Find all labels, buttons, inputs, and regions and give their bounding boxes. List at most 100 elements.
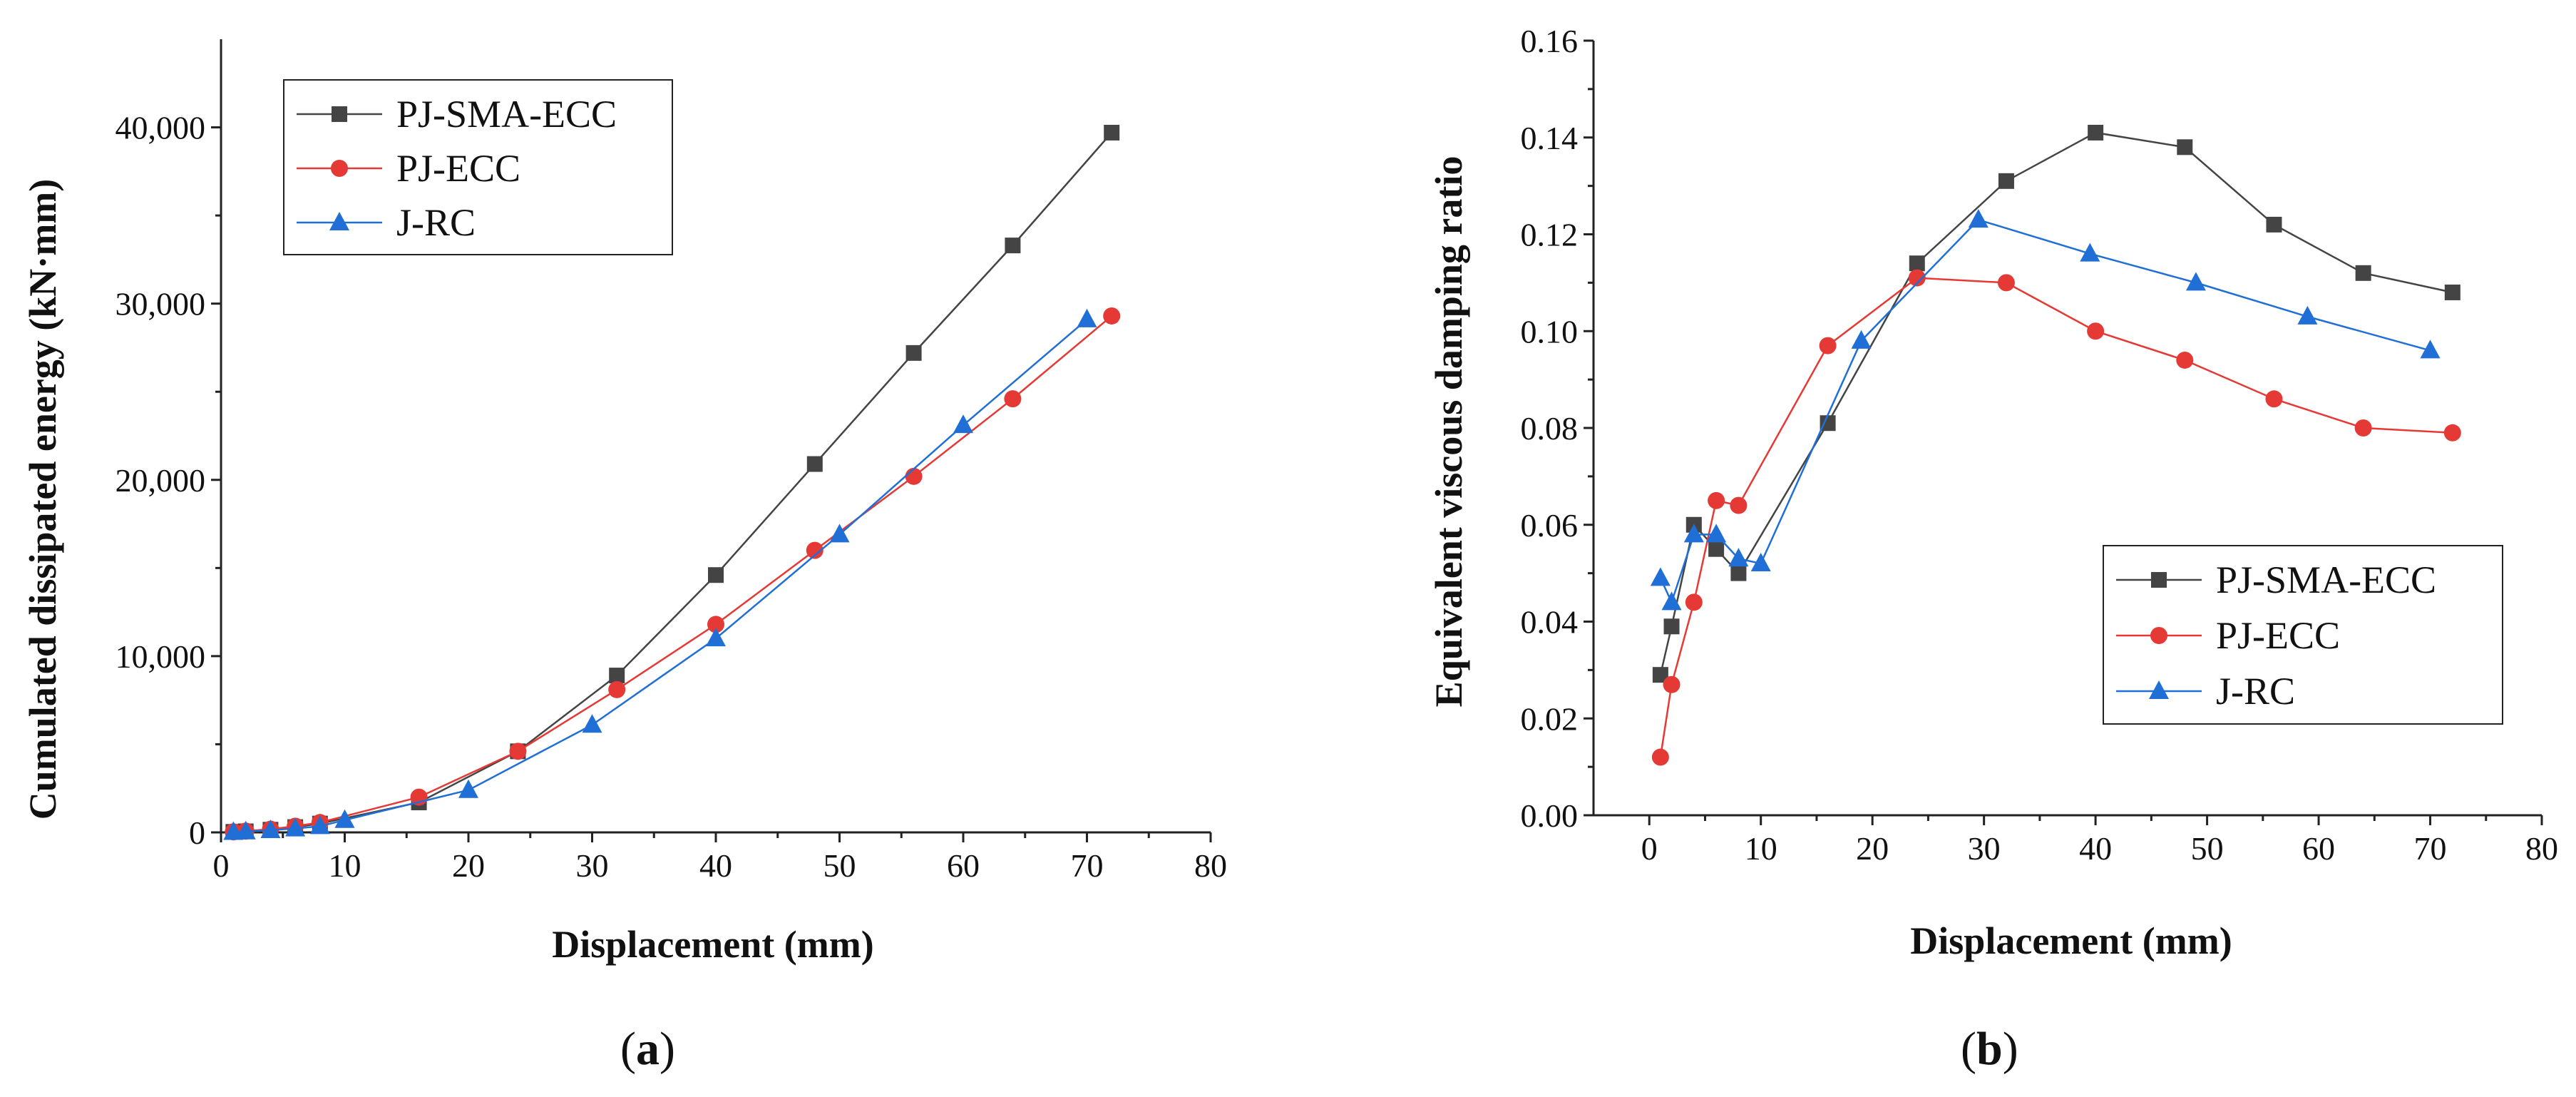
y-tick-label: 0.00 [1521, 797, 1579, 834]
data-point-pj-sma-ecc [1820, 415, 1836, 432]
y-tick-label: 0.04 [1521, 604, 1579, 641]
ticks: 0 10 20 30 40 50 60 70 80 0 10,000 20,000 30,000 40,0… [116, 110, 1228, 884]
x-tick-label: 80 [1194, 847, 1227, 884]
legend-marker [2149, 680, 2169, 699]
data-point-j-rc [2420, 340, 2441, 359]
y-tick-label: 30,000 [116, 286, 206, 322]
data-point-pj-sma-ecc [905, 345, 922, 361]
series-line-j-rc [233, 318, 1088, 833]
legend-item-j-rc: J-RC [2116, 670, 2295, 713]
data-point-j-rc [582, 714, 602, 733]
y-tick-label: 20,000 [116, 462, 206, 499]
chart-panel-b: 0 10 20 30 40 50 60 70 80 0.00 0.02 0.04 0.06 0.08 0.1… [1427, 23, 2558, 1075]
panel-label-a: (a) [620, 1023, 675, 1075]
chart-panel-a: 0 10 20 30 40 50 60 70 80 0 10,000 20,000 30,000 40,0… [21, 39, 1227, 1075]
data-point-pj-ecc [1651, 748, 1669, 766]
data-point-pj-ecc [2087, 322, 2105, 340]
data-point-pj-sma-ecc [2266, 216, 2282, 233]
data-point-j-rc [1650, 567, 1671, 586]
data-point-pj-ecc [905, 467, 923, 485]
data-point-pj-sma-ecc [2355, 265, 2371, 281]
ticks: 0 10 20 30 40 50 60 70 80 0.00 0.02 0.04 0.06 0.08 0.1… [1521, 23, 2559, 867]
data-point-pj-ecc [1004, 390, 1022, 408]
legend: PJ-SMA-ECC PJ-ECC J-RC [2103, 545, 2503, 725]
legend: PJ-SMA-ECC PJ-ECC J-RC [283, 79, 673, 255]
y-tick-label: 10,000 [116, 638, 206, 675]
x-tick-label: 40 [699, 847, 732, 884]
data-point-pj-ecc [2354, 419, 2372, 437]
legend-marker [331, 160, 348, 177]
data-point-pj-sma-ecc [1730, 565, 1747, 581]
data-point-j-rc [235, 820, 256, 840]
y-tick-label: 0.16 [1521, 23, 1579, 59]
y-axis-title: Cumulated dissipated energy (kN·mm) [21, 179, 64, 820]
x-axis-title: Displacement (mm) [1910, 919, 2232, 962]
data-point-pj-sma-ecc [806, 456, 823, 472]
data-point-j-rc [2297, 305, 2318, 325]
x-tick-label: 30 [1968, 830, 2001, 867]
y-tick-label: 0.06 [1521, 507, 1579, 544]
legend-item-pj-ecc: PJ-ECC [297, 147, 520, 190]
series-group [223, 124, 1121, 841]
data-point-pj-sma-ecc [1708, 541, 1725, 557]
x-tick-label: 40 [2079, 830, 2112, 867]
data-point-pj-ecc [1103, 307, 1121, 325]
data-point-pj-ecc [2265, 390, 2283, 408]
data-point-pj-ecc [2176, 351, 2194, 369]
data-point-j-rc [1968, 209, 1989, 228]
data-point-pj-sma-ecc [1104, 124, 1120, 141]
data-point-pj-sma-ecc [1652, 667, 1668, 683]
data-point-pj-ecc [1819, 337, 1837, 354]
data-point-j-rc [334, 809, 355, 828]
y-tick-label: 0.14 [1521, 120, 1579, 156]
data-point-pj-ecc [1708, 491, 1725, 509]
legend-label: J-RC [396, 201, 476, 244]
data-point-j-rc [1750, 553, 1771, 572]
data-point-j-rc [285, 817, 306, 837]
x-tick-label: 70 [1071, 847, 1104, 884]
series-pj-ecc [1651, 269, 2461, 766]
x-tick-label: 0 [213, 847, 230, 884]
legend-label: PJ-SMA-ECC [396, 93, 617, 136]
data-point-j-rc [1706, 524, 1727, 543]
data-point-pj-sma-ecc [1005, 238, 1021, 254]
data-point-pj-sma-ecc [2177, 139, 2193, 155]
data-point-pj-ecc [1908, 269, 1926, 287]
data-point-pj-ecc [2443, 424, 2461, 442]
series-j-rc [223, 308, 1097, 840]
data-point-j-rc [706, 628, 726, 647]
data-point-j-rc [829, 524, 850, 543]
legend-item-pj-ecc: PJ-ECC [2116, 614, 2340, 657]
data-point-j-rc [1661, 591, 1682, 611]
x-tick-label: 80 [2525, 830, 2558, 867]
data-point-pj-sma-ecc [2088, 124, 2104, 141]
panel-label-b: (b) [1961, 1023, 2018, 1075]
data-point-pj-sma-ecc [1998, 173, 2014, 189]
data-point-j-rc [1728, 548, 1749, 567]
data-point-pj-ecc [1685, 593, 1703, 611]
legend-marker [329, 212, 349, 230]
legend-item-pj-sma-ecc: PJ-SMA-ECC [2116, 558, 2436, 601]
y-tick-label: 40,000 [116, 110, 206, 146]
series-line-pj-ecc [233, 315, 1113, 833]
legend-marker [2150, 627, 2167, 644]
data-point-j-rc [1077, 308, 1097, 327]
data-point-pj-ecc [509, 743, 527, 760]
y-axis-title: Equivalent viscous damping ratio [1427, 156, 1470, 708]
data-point-j-rc [309, 815, 330, 835]
data-point-j-rc [1851, 330, 1872, 349]
x-tick-label: 20 [452, 847, 485, 884]
legend-marker [332, 106, 347, 122]
series-pj-ecc [225, 307, 1121, 841]
y-tick-label: 0 [189, 815, 205, 851]
legend-box [283, 79, 673, 255]
data-point-pj-ecc [707, 616, 724, 633]
series-j-rc [1650, 209, 2441, 611]
x-tick-label: 10 [1745, 830, 1777, 867]
data-point-pj-sma-ecc [609, 668, 625, 684]
y-tick-label: 0.02 [1521, 700, 1579, 737]
y-tick-label: 0.12 [1521, 217, 1579, 253]
x-tick-label: 10 [329, 847, 361, 884]
x-axis-title: Displacement (mm) [552, 923, 873, 966]
